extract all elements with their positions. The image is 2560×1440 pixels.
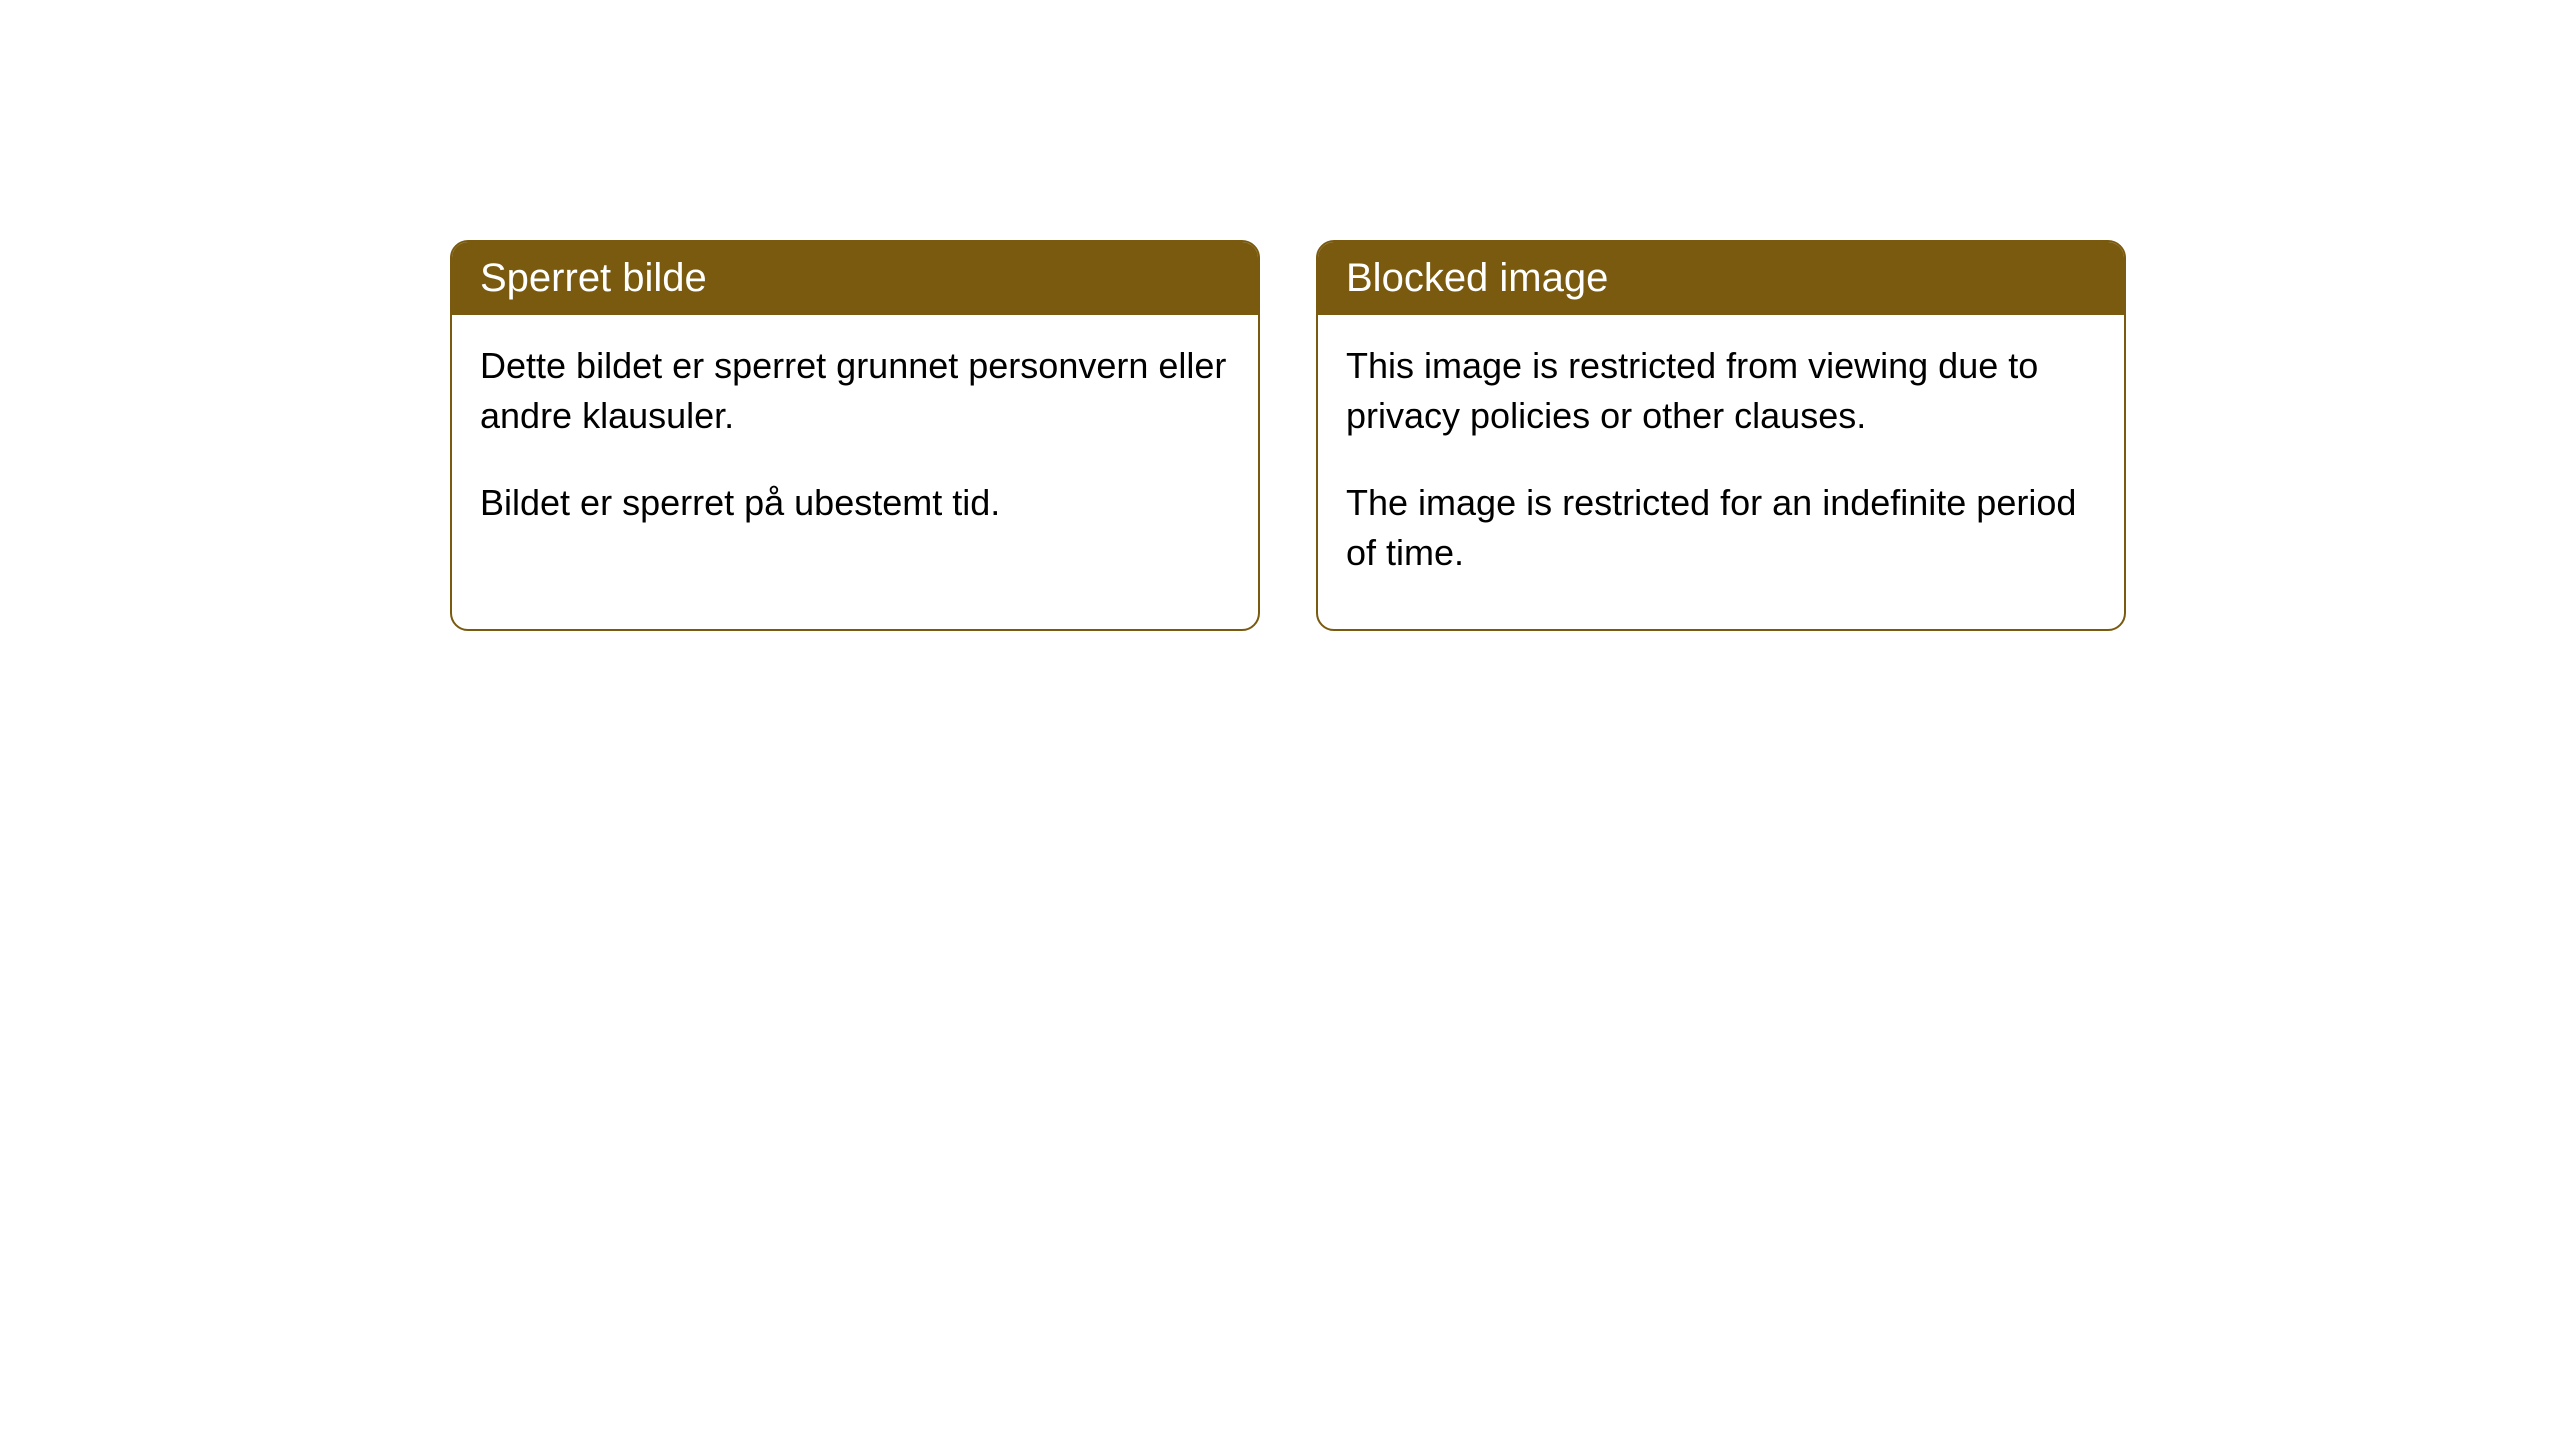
card-paragraph: Bildet er sperret på ubestemt tid. [480, 478, 1230, 528]
card-paragraph: The image is restricted for an indefinit… [1346, 478, 2096, 579]
card-title: Blocked image [1346, 256, 1608, 300]
card-title: Sperret bilde [480, 256, 707, 300]
card-header: Blocked image [1318, 242, 2124, 315]
card-body: This image is restricted from viewing du… [1318, 315, 2124, 629]
notice-card-norwegian: Sperret bilde Dette bildet er sperret gr… [450, 240, 1260, 631]
notice-card-english: Blocked image This image is restricted f… [1316, 240, 2126, 631]
card-header: Sperret bilde [452, 242, 1258, 315]
card-paragraph: Dette bildet er sperret grunnet personve… [480, 341, 1230, 442]
card-paragraph: This image is restricted from viewing du… [1346, 341, 2096, 442]
notice-cards-container: Sperret bilde Dette bildet er sperret gr… [450, 240, 2126, 631]
card-body: Dette bildet er sperret grunnet personve… [452, 315, 1258, 578]
